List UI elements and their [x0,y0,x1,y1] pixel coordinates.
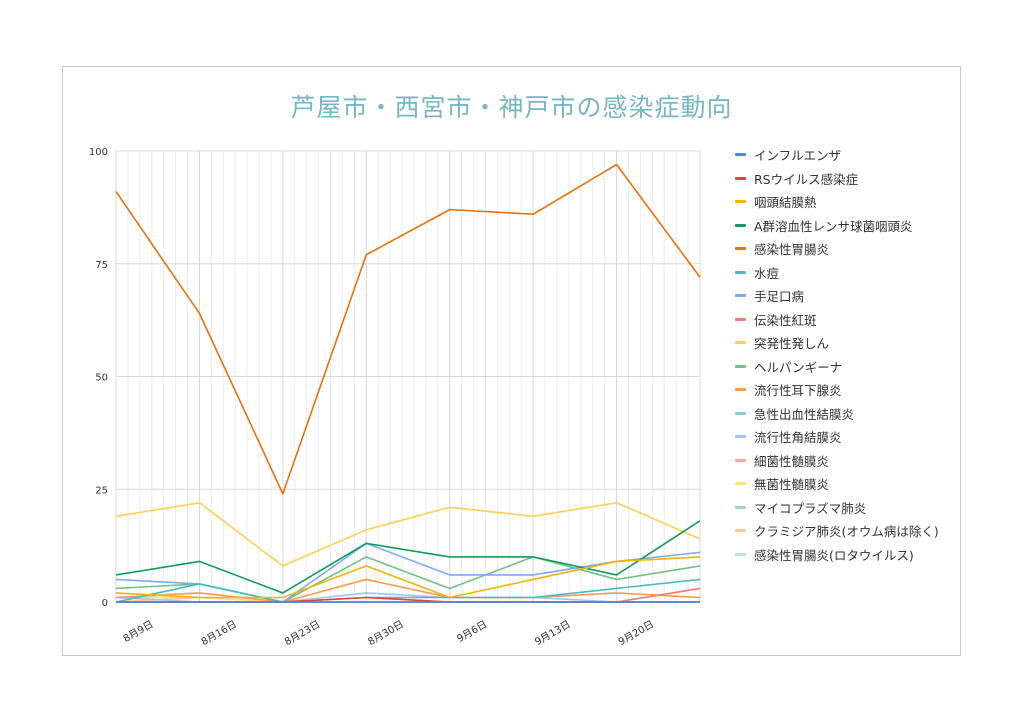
legend-item: ヘルパンギーナ [735,355,939,379]
legend-item: 伝染性紅斑 [735,308,939,332]
legend-label: マイコプラズマ肺炎 [754,500,867,516]
x-tick-label: 8月16日 [199,618,239,648]
legend-label: 突発性発しん [754,336,830,352]
legend-label: 急性出血性結膜炎 [754,406,855,422]
series-line [115,578,701,603]
legend-label: ヘルパンギーナ [754,359,843,375]
legend-swatch [735,552,746,556]
legend-label: 感染性胃腸炎 [754,242,830,258]
legend-item: 無菌性髄膜炎 [735,472,939,496]
legend-swatch [735,153,746,157]
legend-swatch [735,317,746,321]
legend-item: 感染性胃腸炎 [735,237,939,261]
legend-item: 流行性角結膜炎 [735,425,939,449]
legend-label: 無菌性髄膜炎 [754,477,830,493]
y-tick-label: 0 [102,598,108,609]
legend-label: 感染性胃腸炎(ロタウイルス) [754,547,914,563]
legend: インフルエンザ RSウイルス感染症 咽頭結膜熱 A群溶血性レンサ球菌咽頭炎 感染性胃腸炎… [735,143,939,566]
legend-label: 流行性耳下腺炎 [754,383,842,399]
legend-swatch [735,247,746,251]
legend-item: 感染性胃腸炎(ロタウイルス) [735,543,939,567]
legend-swatch [735,270,746,274]
legend-item: A群溶血性レンサ球菌咽頭炎 [735,214,939,238]
legend-label: 細菌性髄膜炎 [754,453,830,469]
legend-label: 伝染性紅斑 [754,312,817,328]
legend-swatch [735,294,746,298]
series-line [115,501,701,567]
y-tick-label: 75 [95,260,108,271]
legend-swatch [735,364,746,368]
series-line [115,163,701,495]
legend-item: 細菌性髄膜炎 [735,449,939,473]
legend-label: 流行性角結膜炎 [754,430,842,446]
legend-label: 咽頭結膜熱 [754,195,817,211]
series-line [115,578,701,603]
legend-swatch [735,482,746,486]
x-tick-label: 9月6日 [455,618,489,645]
legend-label: クラミジア肺炎(オウム病は除く) [754,524,939,540]
series-line [115,520,701,594]
legend-swatch [735,411,746,415]
legend-item: 流行性耳下腺炎 [735,378,939,402]
series-line [115,556,701,599]
x-tick-label: 8月23日 [283,618,323,648]
chart-frame [62,66,961,656]
x-tick-label: 8月9日 [121,618,155,645]
legend-swatch [735,505,746,509]
legend-item: マイコプラズマ肺炎 [735,496,939,520]
legend-swatch [735,176,746,180]
x-tick-label: 9月20日 [616,618,656,648]
y-tick-label: 25 [95,485,108,496]
legend-swatch [735,458,746,462]
legend-item: RSウイルス感染症 [735,167,939,191]
legend-label: 水痘 [754,265,780,281]
legend-item: 突発性発しん [735,331,939,355]
legend-label: A群溶血性レンサ球菌咽頭炎 [754,218,913,234]
legend-swatch [735,341,746,345]
legend-item: インフルエンザ [735,143,939,167]
legend-swatch [735,223,746,227]
x-tick-label: 8月30日 [366,618,406,648]
legend-item: 水痘 [735,261,939,285]
legend-swatch [735,529,746,533]
y-tick-label: 100 [89,147,108,158]
legend-label: RSウイルス感染症 [754,171,859,187]
legend-swatch [735,388,746,392]
legend-item: 急性出血性結膜炎 [735,402,939,426]
chart-title: 芦屋市・西宮市・神戸市の感染症動向 [290,93,733,122]
legend-label: 手足口病 [754,289,805,305]
y-tick-label: 50 [95,373,108,384]
legend-label: インフルエンザ [754,148,842,164]
legend-item: 咽頭結膜熱 [735,190,939,214]
legend-swatch [735,200,746,204]
legend-swatch [735,435,746,439]
x-tick-label: 9月13日 [533,618,573,648]
legend-item: 手足口病 [735,284,939,308]
legend-item: クラミジア肺炎(オウム病は除く) [735,519,939,543]
